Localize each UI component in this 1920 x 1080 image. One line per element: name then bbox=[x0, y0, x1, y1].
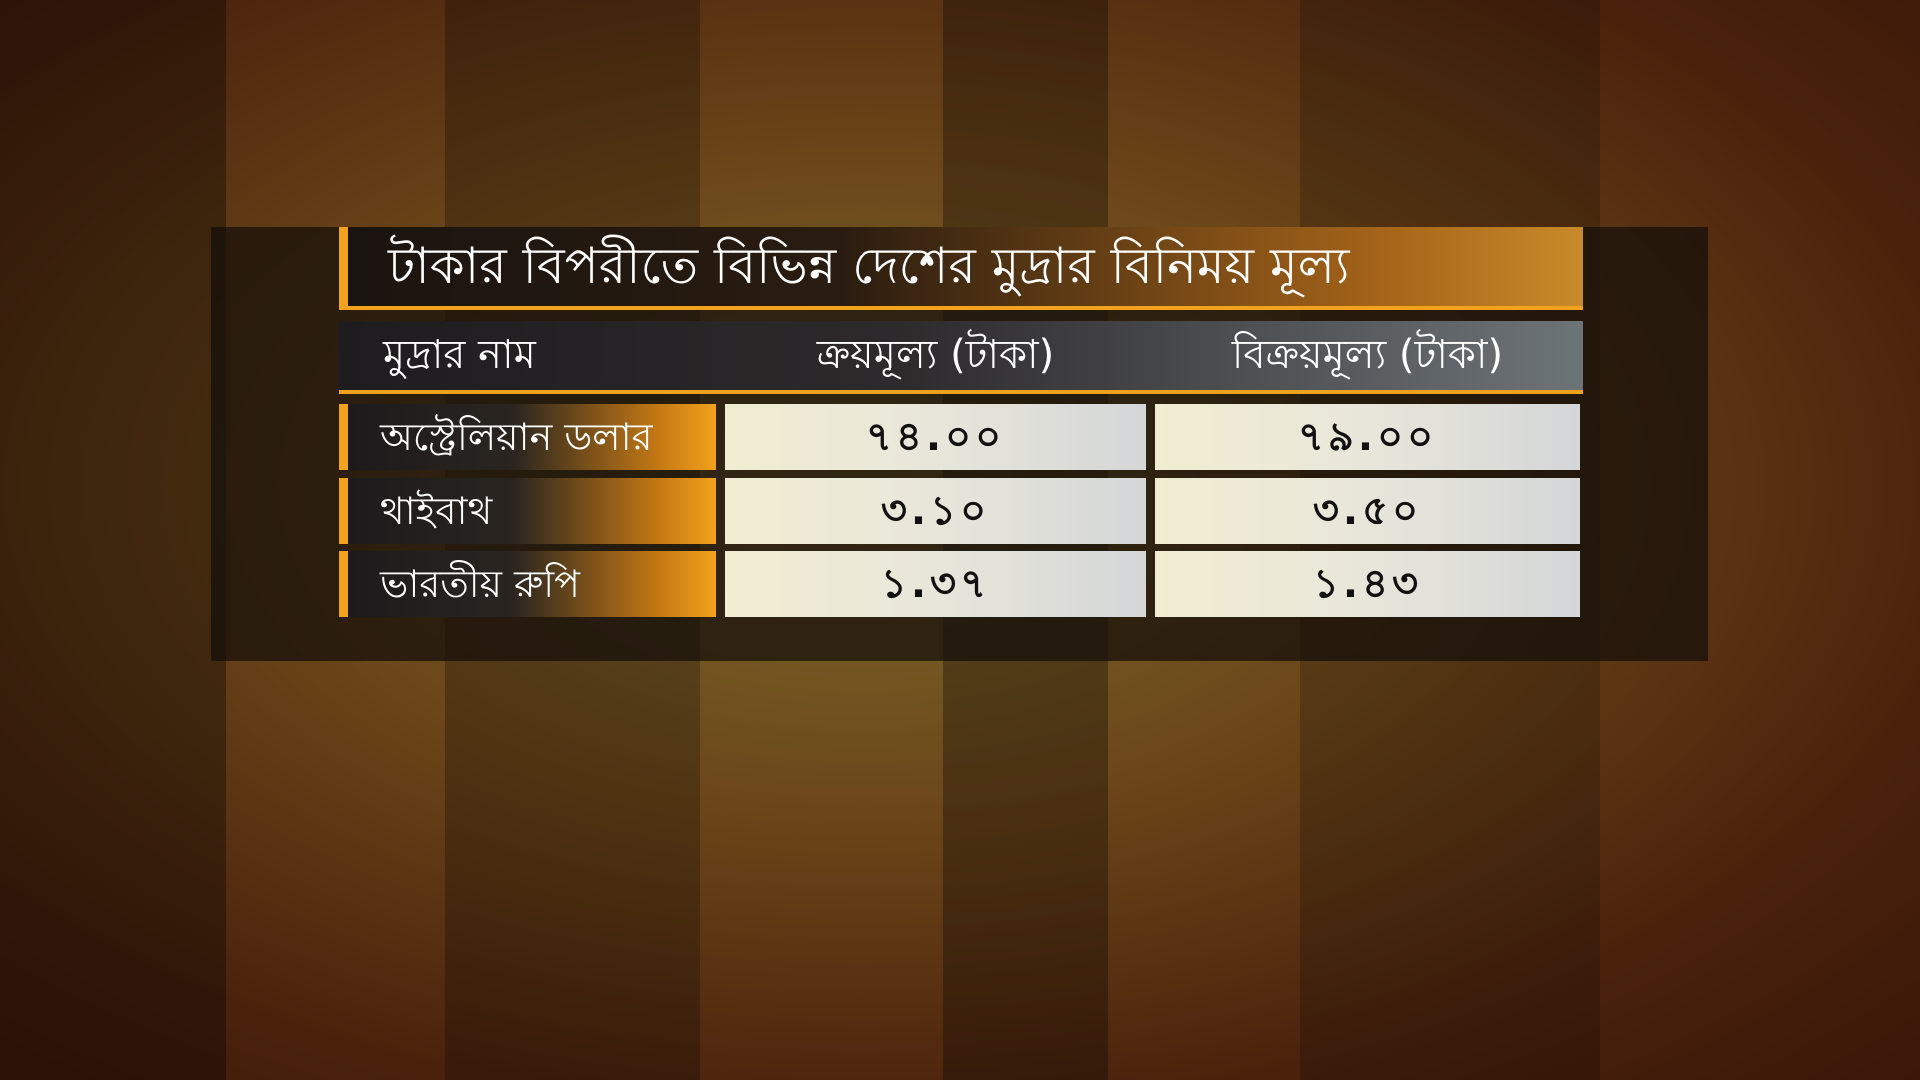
header-cell: মুদ্রার নাম bbox=[383, 332, 536, 378]
header-cell: ক্রয়মূল্য (টাকা) bbox=[816, 332, 1055, 378]
sell-rate: ১.৪৩ bbox=[1155, 551, 1580, 617]
sell-rate: ৩.৫০ bbox=[1155, 478, 1580, 544]
title: টাকার বিপরীতে বিভিন্ন দেশের মুদ্রার বিনি… bbox=[339, 227, 1583, 310]
currency-name: অস্ট্রেলিয়ান ডলার bbox=[339, 404, 716, 470]
header-row bbox=[339, 321, 1583, 394]
currency-name: থাইবাথ bbox=[339, 478, 716, 544]
header-cell: বিক্রয়মূল্য (টাকা) bbox=[1231, 332, 1504, 378]
buy-rate: ৭৪.০০ bbox=[725, 404, 1146, 470]
sell-rate: ৭৯.০০ bbox=[1155, 404, 1580, 470]
buy-rate: ৩.১০ bbox=[725, 478, 1146, 544]
currency-name: ভারতীয় রুপি bbox=[339, 551, 716, 617]
buy-rate: ১.৩৭ bbox=[725, 551, 1146, 617]
